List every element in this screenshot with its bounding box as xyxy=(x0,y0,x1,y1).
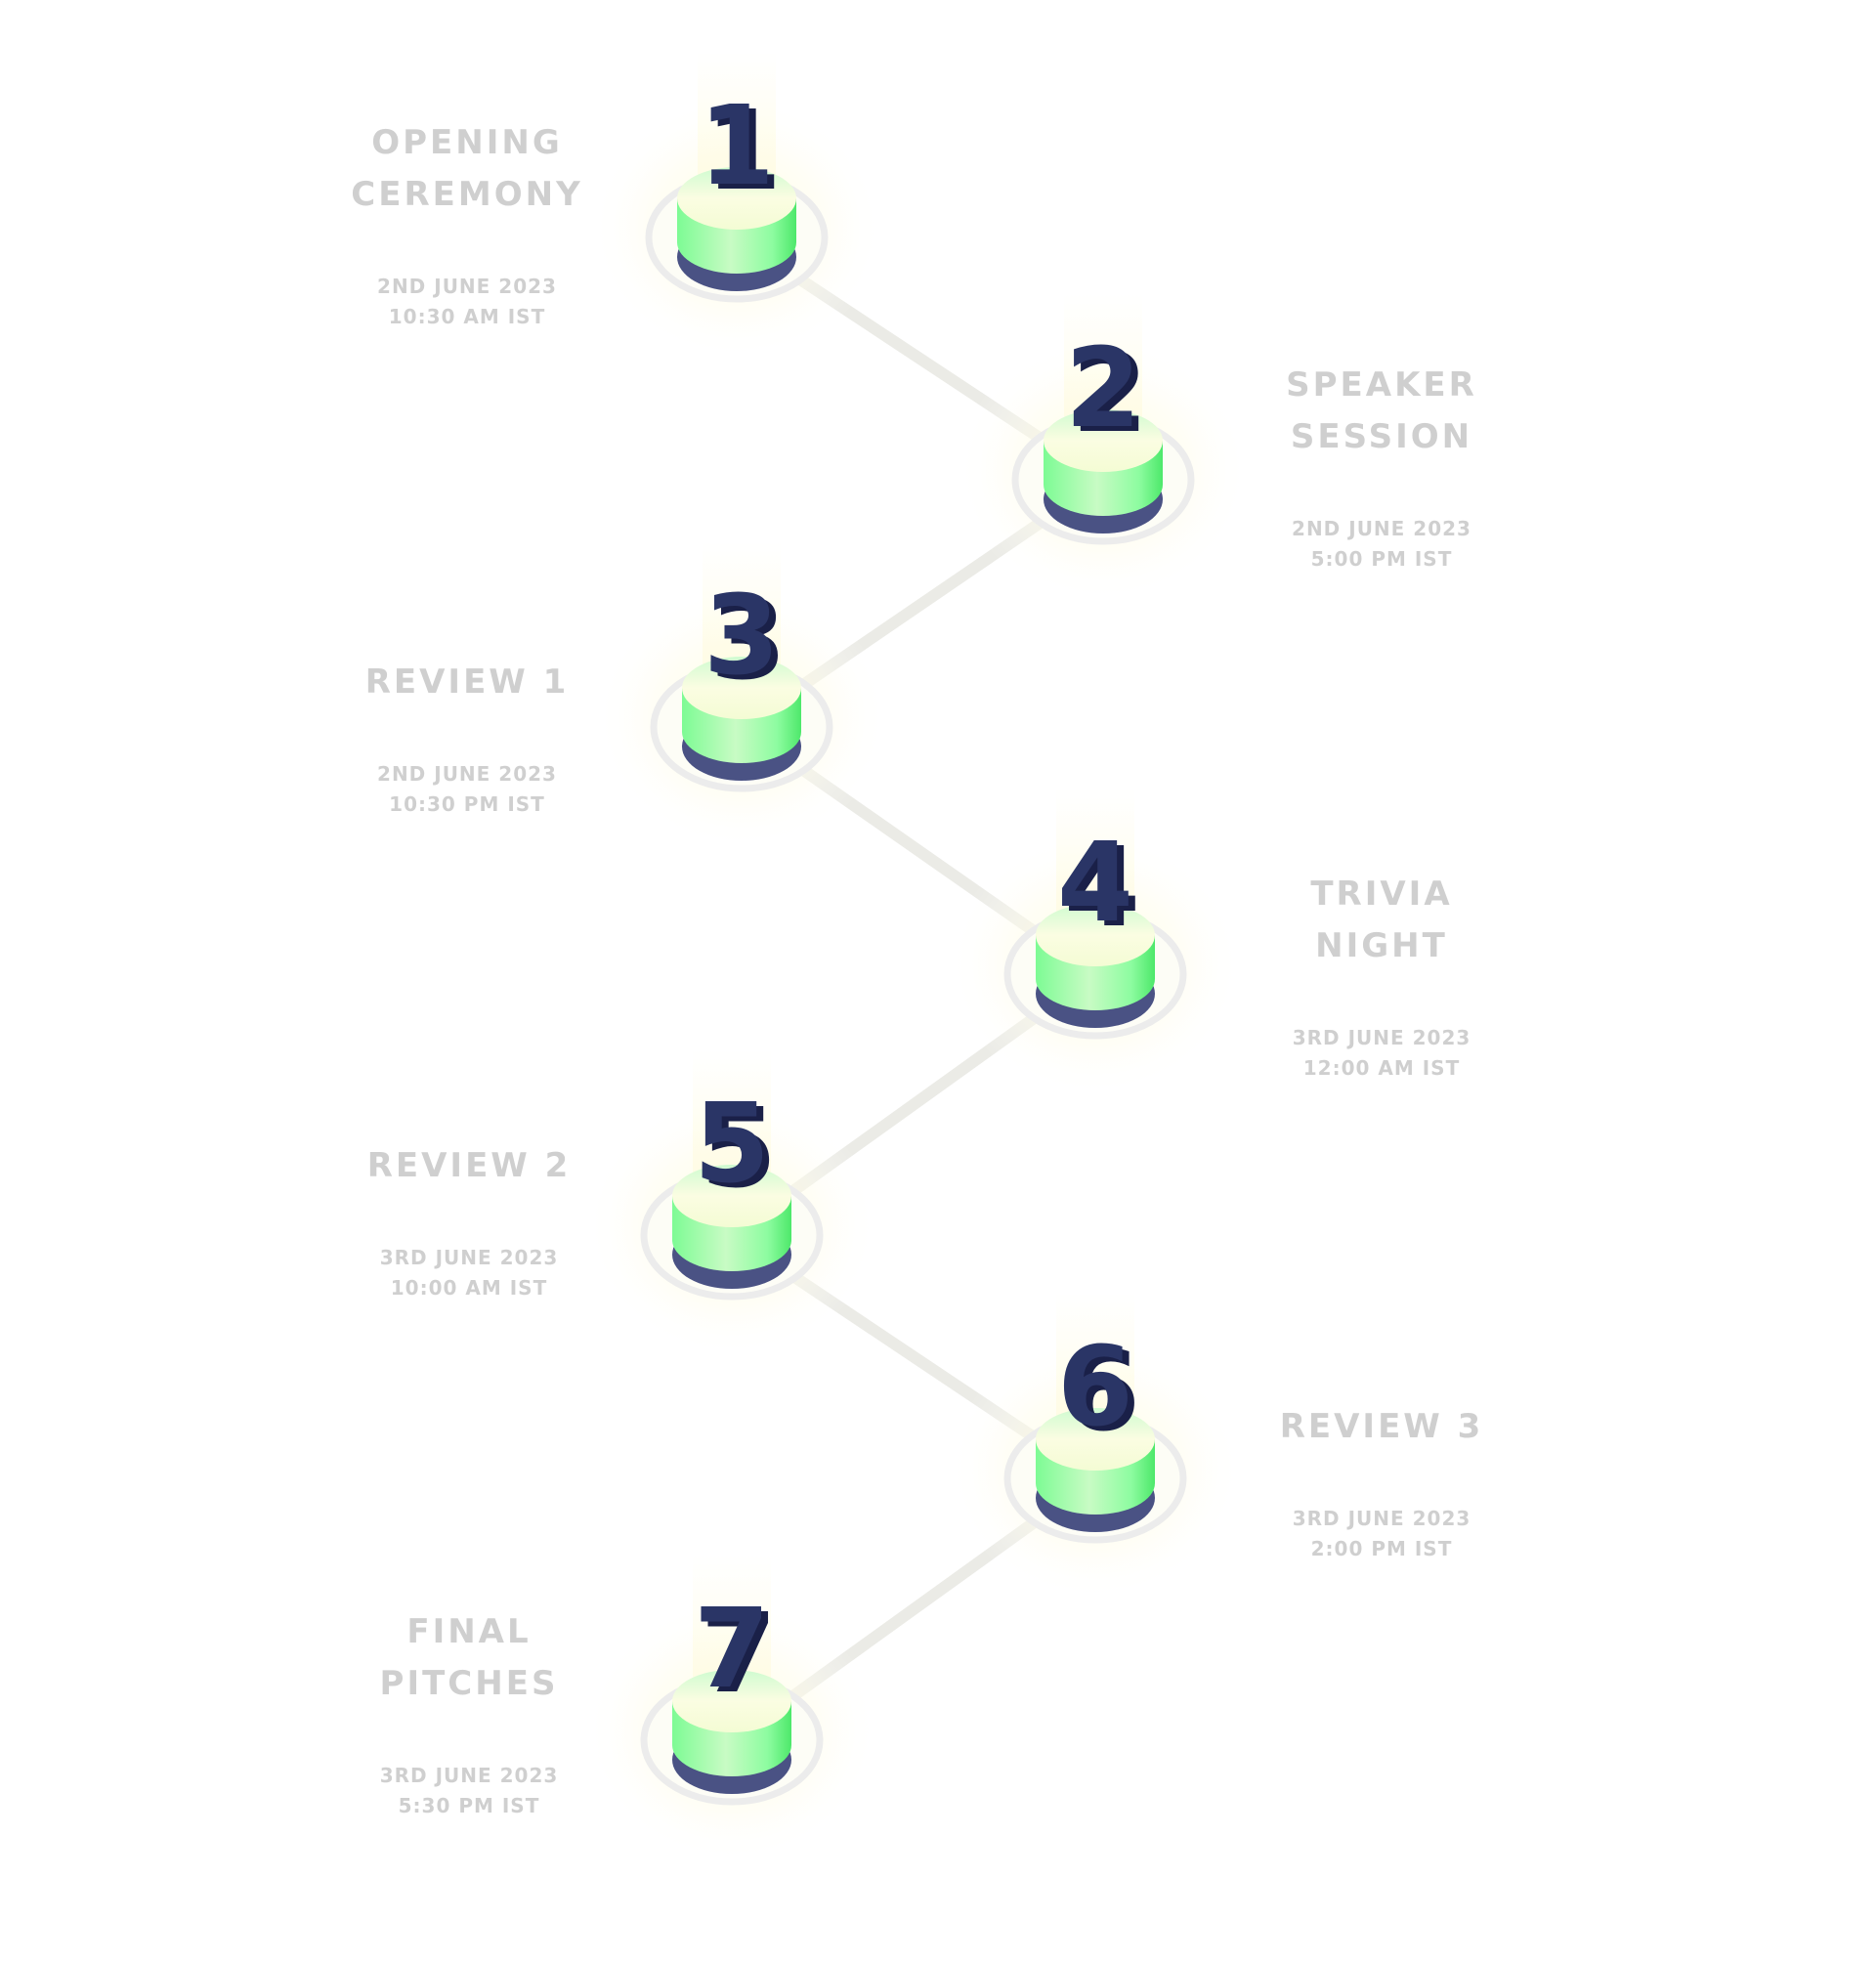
event-time: 10:00 AM IST xyxy=(391,1276,547,1300)
event-date: 3RD JUNE 2023 xyxy=(380,1246,559,1269)
event-time: 12:00 AM IST xyxy=(1303,1056,1460,1080)
node-number-shadow: 3 xyxy=(710,577,787,704)
node-number: 5 xyxy=(694,1081,770,1208)
event-title: REVIEW 1 xyxy=(365,662,570,702)
event-time: 2:00 PM IST xyxy=(1311,1537,1453,1560)
node-disc-top xyxy=(677,167,796,230)
event-title: OPENING xyxy=(371,123,563,162)
node-number-shadow: 1 xyxy=(705,88,782,215)
event-label: FINAL PITCHES 3RD JUNE 2023 5:30 PM IST xyxy=(380,1612,559,1817)
node-number: 4 xyxy=(1057,820,1133,947)
milestone-node: 66 xyxy=(949,1293,1242,1600)
node-disc-top xyxy=(672,1670,791,1732)
event-title: SPEAKER xyxy=(1286,365,1477,405)
event-title: NIGHT xyxy=(1315,926,1448,965)
node-number-shadow: 7 xyxy=(701,1591,777,1718)
event-time: 10:30 PM IST xyxy=(389,792,545,816)
node-number: 2 xyxy=(1065,325,1141,452)
node-disc-top xyxy=(1036,1408,1155,1471)
node-number: 1 xyxy=(699,83,775,210)
event-title: CEREMONY xyxy=(351,175,582,214)
event-title: SESSION xyxy=(1291,417,1472,456)
milestone-node: 11 xyxy=(590,52,883,360)
event-label: OPENING CEREMONY 2ND JUNE 2023 10:30 AM IST xyxy=(351,123,582,328)
event-time: 5:00 PM IST xyxy=(1311,547,1453,571)
node-number-shadow: 4 xyxy=(1064,825,1140,952)
node-number: 6 xyxy=(1057,1324,1133,1451)
event-title: PITCHES xyxy=(380,1664,559,1703)
milestone-node: 33 xyxy=(595,541,888,849)
node-disc-top xyxy=(1036,904,1155,966)
event-time: 10:30 AM IST xyxy=(389,305,545,328)
milestone-node: 44 xyxy=(949,789,1242,1096)
milestone-node: 55 xyxy=(585,1049,878,1357)
node-number: 3 xyxy=(704,573,780,700)
event-date: 2ND JUNE 2023 xyxy=(1292,517,1471,540)
event-label: REVIEW 1 2ND JUNE 2023 10:30 PM IST xyxy=(365,662,570,816)
node-number-shadow: 5 xyxy=(701,1086,777,1213)
event-title: REVIEW 2 xyxy=(367,1146,572,1185)
event-labels: OPENING CEREMONY 2ND JUNE 2023 10:30 AM IST… xyxy=(351,123,1484,1817)
event-date: 3RD JUNE 2023 xyxy=(1293,1026,1471,1049)
milestone-node: 77 xyxy=(585,1555,878,1862)
event-label: REVIEW 3 3RD JUNE 2023 2:00 PM IST xyxy=(1280,1407,1484,1560)
node-disc-top xyxy=(682,657,801,719)
node-number-shadow: 2 xyxy=(1072,330,1148,457)
event-label: SPEAKER SESSION 2ND JUNE 2023 5:00 PM IST xyxy=(1286,365,1477,571)
event-date: 2ND JUNE 2023 xyxy=(377,762,557,786)
node-number-shadow: 6 xyxy=(1064,1329,1140,1456)
event-title: REVIEW 3 xyxy=(1280,1407,1484,1446)
event-title: TRIVIA xyxy=(1310,875,1452,914)
event-label: REVIEW 2 3RD JUNE 2023 10:00 AM IST xyxy=(367,1146,572,1300)
milestone-node: 22 xyxy=(957,294,1250,602)
node-disc-top xyxy=(1044,409,1163,472)
node-disc-top xyxy=(672,1165,791,1227)
event-time: 5:30 PM IST xyxy=(399,1794,540,1817)
event-date: 3RD JUNE 2023 xyxy=(380,1764,559,1787)
event-title: FINAL xyxy=(406,1612,531,1651)
node-number: 7 xyxy=(694,1586,770,1713)
event-label: TRIVIA NIGHT 3RD JUNE 2023 12:00 AM IST xyxy=(1293,875,1471,1080)
event-date: 3RD JUNE 2023 xyxy=(1293,1507,1471,1530)
event-date: 2ND JUNE 2023 xyxy=(377,275,557,298)
